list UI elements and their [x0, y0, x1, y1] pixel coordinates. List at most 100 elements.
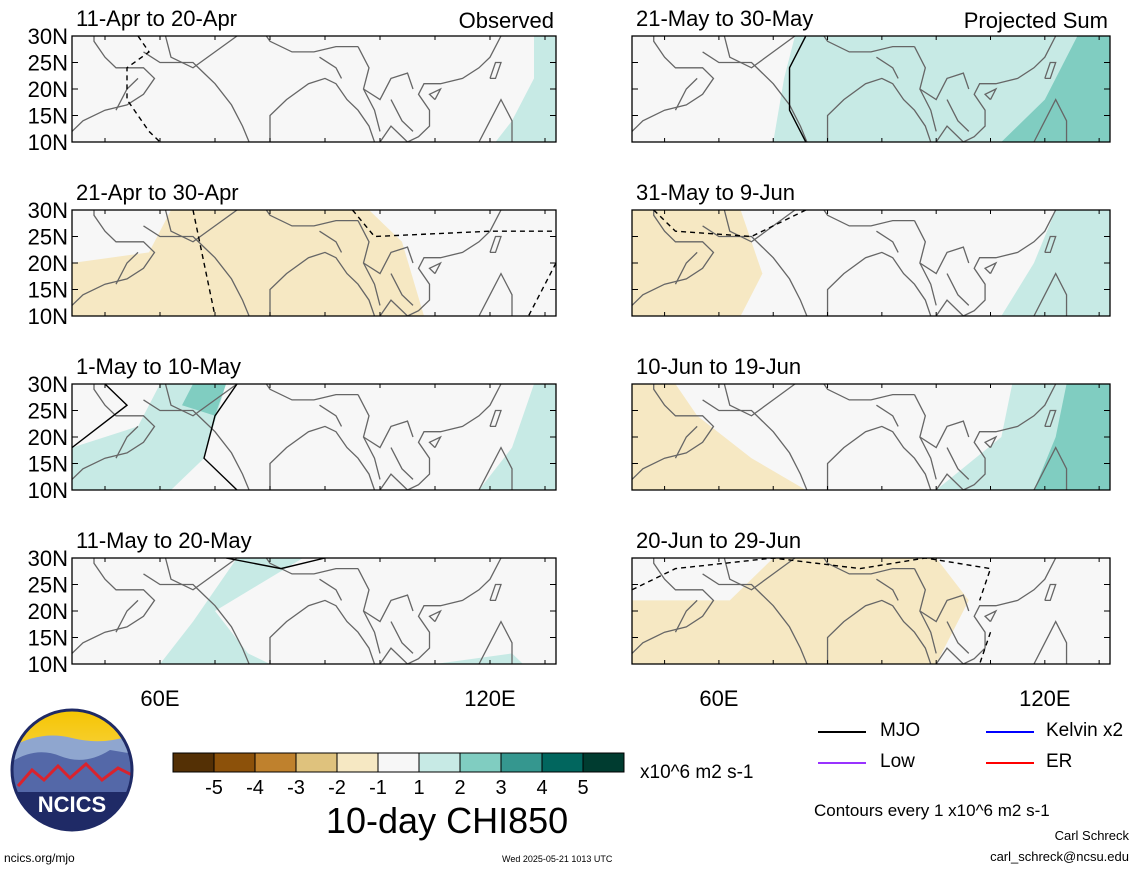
- mjo-contour: [192, 210, 216, 316]
- anomaly-shading: [1001, 36, 1110, 142]
- coastline: [674, 77, 698, 111]
- coastline: [632, 558, 715, 654]
- panel-title: 31-May to 9-Jun: [636, 180, 795, 205]
- coastline: [428, 87, 442, 101]
- coastline: [826, 599, 932, 664]
- colorbar-swatch: [541, 752, 584, 773]
- mjo-contour: [788, 36, 807, 142]
- coastline: [362, 610, 381, 654]
- coastline: [946, 447, 970, 480]
- anomaly-shading: [435, 653, 523, 664]
- coastline: [143, 225, 250, 316]
- anomaly-shading: [632, 384, 806, 490]
- colorbar-swatch: [336, 752, 379, 773]
- coastline: [723, 210, 796, 243]
- colorbar-tick-label: 1: [413, 777, 424, 799]
- coastline: [269, 77, 376, 142]
- x-tick-label: 120E: [464, 686, 515, 711]
- colorbar-swatch: [582, 752, 625, 773]
- coastline: [935, 210, 1057, 316]
- mjo-contour: [72, 384, 129, 449]
- panel-title: 1-May to 10-May: [76, 354, 241, 379]
- y-tick-label: 15N: [28, 104, 68, 129]
- coastline: [478, 272, 513, 316]
- panel-title: 21-Apr to 30-Apr: [76, 180, 239, 205]
- mjo-contour: [203, 384, 238, 490]
- coastline: [489, 583, 502, 602]
- coastline: [143, 573, 250, 664]
- coastline: [72, 558, 156, 654]
- colorbar-tick-label: 5: [577, 777, 588, 799]
- coastline: [379, 210, 502, 316]
- coastline: [72, 210, 156, 306]
- map-panel: 10-Jun to 19-Jun: [631, 354, 1111, 491]
- legend-line-mjo: [818, 731, 866, 733]
- coastline: [674, 599, 698, 633]
- coastline: [876, 230, 899, 253]
- y-tick-label: 25N: [28, 399, 68, 424]
- mjo-contour: [527, 262, 556, 316]
- y-tick-label: 15N: [28, 626, 68, 651]
- coastline: [935, 558, 1057, 664]
- coastline: [164, 36, 238, 69]
- coastline: [357, 568, 414, 623]
- coastline: [489, 409, 502, 428]
- x-tick-label: 120E: [1019, 686, 1070, 711]
- colorbar-tick-label: -3: [287, 777, 305, 799]
- x-tick-label: 60E: [699, 686, 738, 711]
- author-name: Carl Schreck: [1054, 828, 1129, 843]
- coastline: [269, 251, 376, 316]
- ncics-logo: NCICS: [10, 708, 134, 832]
- contour-note: Contours every 1 x10^6 m2 s-1: [814, 801, 1050, 820]
- timestamp: Wed 2025-05-21 1013 UTC: [502, 854, 613, 864]
- coastline: [237, 558, 358, 575]
- coastline: [319, 56, 343, 79]
- coastline: [702, 399, 808, 490]
- y-tick-label: 20N: [28, 77, 68, 102]
- coastline: [164, 384, 238, 417]
- coastline: [379, 384, 502, 490]
- y-tick-label: 15N: [28, 452, 68, 477]
- colorbar-swatch: [500, 752, 543, 773]
- coastline: [478, 620, 513, 664]
- coastline: [362, 436, 381, 480]
- units-label: x10^6 m2 s-1: [640, 762, 754, 783]
- site-url[interactable]: ncics.org/mjo: [4, 851, 75, 865]
- y-tick-label: 20N: [28, 425, 68, 450]
- coastline: [919, 88, 937, 132]
- coastline: [723, 384, 796, 417]
- author-email[interactable]: carl_schreck@ncsu.edu: [990, 849, 1129, 864]
- colorbar: -5 -4 -3 -2 -1 1 2 3 4 5: [172, 752, 625, 799]
- y-tick-label: 10N: [28, 304, 68, 329]
- coastline: [72, 384, 156, 480]
- legend-label-low: Low: [880, 751, 915, 772]
- map-panel: 21-May to 30-May Projected Sum: [631, 6, 1111, 143]
- y-tick-label: 10N: [28, 130, 68, 155]
- colorbar-tick-label: 2: [454, 777, 465, 799]
- coastline: [237, 36, 358, 53]
- mjo-contour: [351, 210, 556, 238]
- map-panel: 20-Jun to 29-Jun 60E 120E: [631, 528, 1111, 711]
- legend-label-er: ER: [1046, 751, 1073, 772]
- coastline: [164, 558, 238, 591]
- panel-title: 10-Jun to 19-Jun: [636, 354, 801, 379]
- x-tick-label: 60E: [140, 686, 179, 711]
- coastline: [935, 36, 1057, 142]
- coastline: [702, 573, 808, 664]
- y-tick-label: 30N: [28, 372, 68, 397]
- coastline: [632, 36, 715, 132]
- coastline: [269, 425, 376, 490]
- y-tick-label: 30N: [28, 546, 68, 571]
- coastline: [319, 230, 343, 253]
- colorbar-swatch: [172, 752, 215, 773]
- y-tick-label: 30N: [28, 24, 68, 49]
- map-panel: 31-May to 9-Jun: [631, 180, 1111, 317]
- coastline: [489, 235, 502, 254]
- coastline: [428, 261, 442, 275]
- y-tick-label: 20N: [28, 251, 68, 276]
- coastline: [913, 394, 970, 449]
